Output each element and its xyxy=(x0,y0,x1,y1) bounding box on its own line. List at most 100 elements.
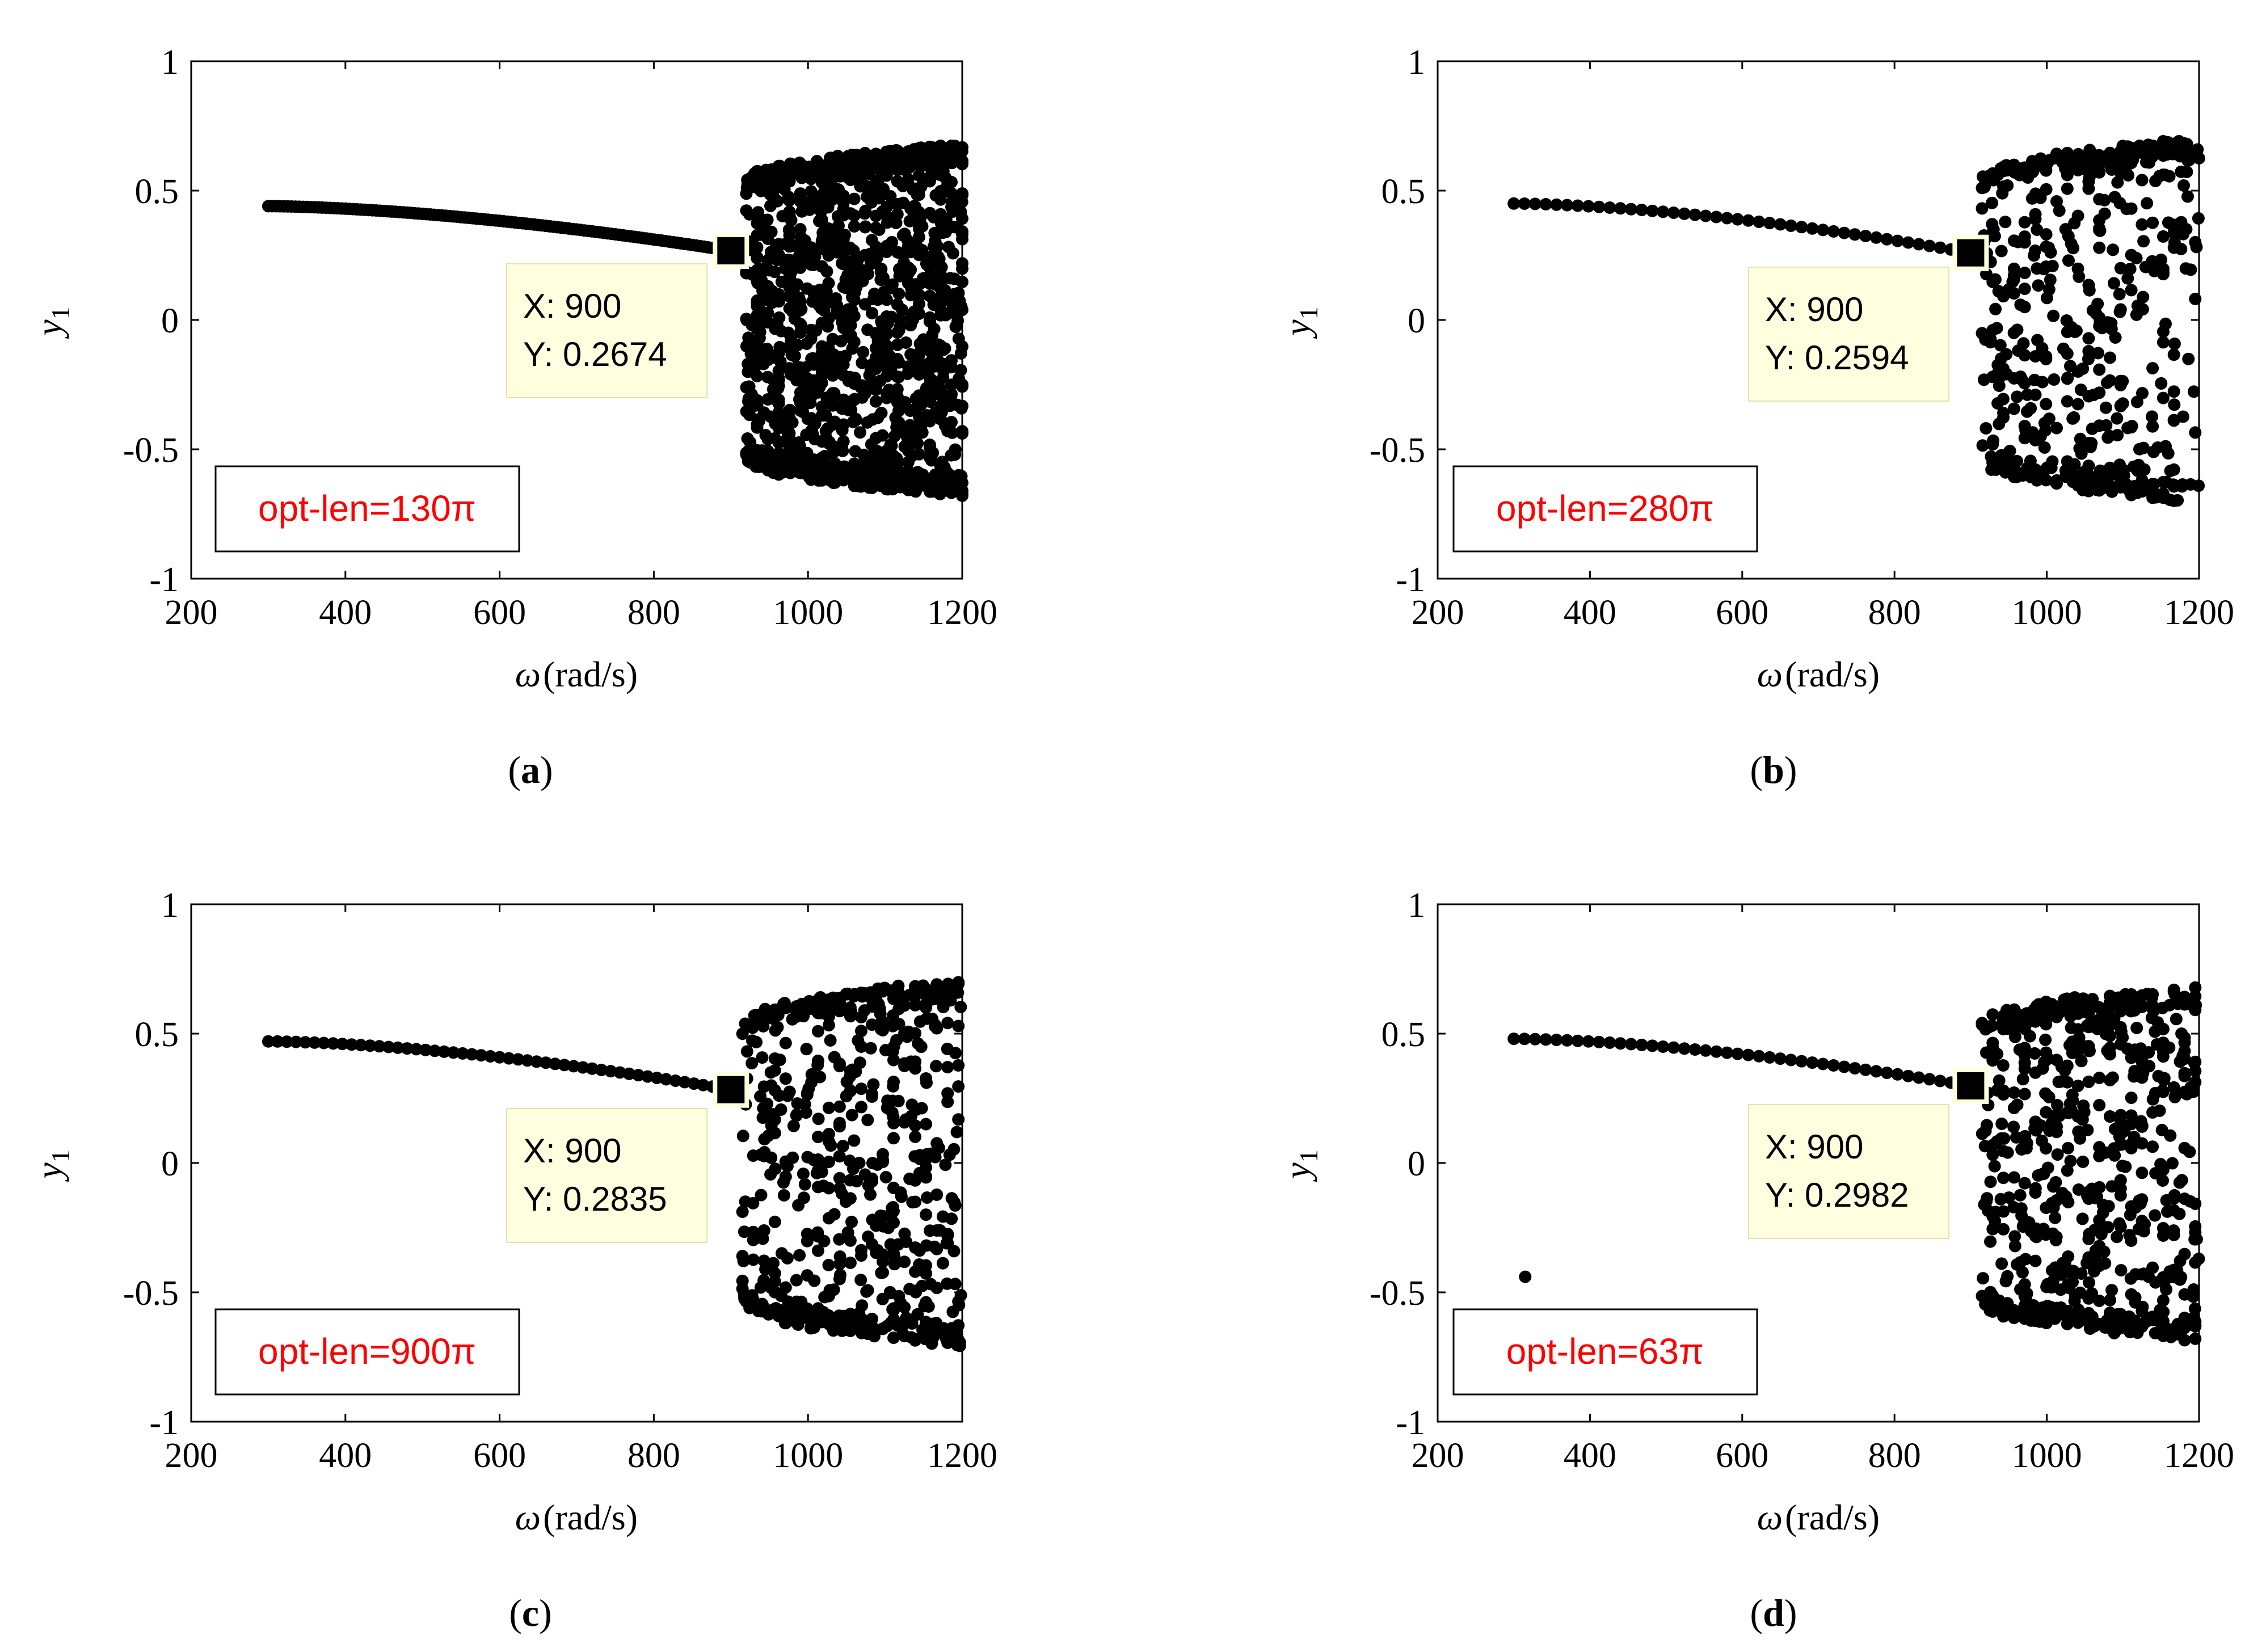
data-point xyxy=(954,1001,967,1013)
data-point xyxy=(784,403,796,416)
data-point xyxy=(2158,1320,2171,1333)
data-point xyxy=(833,1233,846,1246)
x-axis-label: ω(rad/s) xyxy=(515,1497,638,1537)
data-point xyxy=(858,248,871,262)
data-point xyxy=(2061,1059,2074,1072)
data-point xyxy=(1976,439,1989,452)
data-point xyxy=(941,983,954,996)
data-point xyxy=(2082,484,2095,498)
data-point xyxy=(1859,1063,1872,1076)
x-tick-label: 600 xyxy=(473,593,526,632)
data-point xyxy=(2016,1073,2029,1086)
data-point xyxy=(946,196,959,209)
data-point xyxy=(2040,352,2053,365)
data-point xyxy=(934,412,947,425)
data-point xyxy=(2039,1033,2052,1046)
data-point xyxy=(1817,1057,1830,1071)
data-point xyxy=(1688,208,1701,221)
data-point xyxy=(769,1302,782,1314)
legend-a: opt-len=130π xyxy=(214,465,520,553)
data-point xyxy=(882,1221,895,1234)
data-points-b xyxy=(1507,134,2205,507)
data-point xyxy=(2178,1067,2191,1080)
data-point xyxy=(2181,190,2194,203)
data-point xyxy=(891,298,904,311)
datatip-box xyxy=(506,263,707,398)
data-point xyxy=(874,163,887,176)
data-point xyxy=(871,411,885,424)
data-point xyxy=(2024,470,2037,483)
data-point xyxy=(837,322,850,334)
data-point xyxy=(2125,1118,2138,1131)
data-point xyxy=(2136,1071,2149,1084)
data-point xyxy=(549,1057,562,1071)
data-point xyxy=(905,1110,917,1123)
data-point xyxy=(1784,1053,1797,1067)
data-point xyxy=(915,1102,928,1115)
data-point xyxy=(1817,224,1830,237)
data-point xyxy=(2091,1022,2104,1035)
data-point xyxy=(768,1286,781,1299)
data-point xyxy=(2171,1317,2184,1330)
data-point xyxy=(2047,309,2060,322)
data-point xyxy=(761,213,774,226)
data-point xyxy=(2018,301,2031,314)
data-point xyxy=(899,336,912,349)
data-point xyxy=(2082,182,2095,195)
data-point xyxy=(941,1237,954,1250)
data-point xyxy=(895,1190,908,1203)
data-point xyxy=(2067,411,2080,424)
data-point xyxy=(2174,1254,2187,1267)
data-point xyxy=(767,1257,780,1270)
data-point xyxy=(833,1272,846,1286)
data-point xyxy=(877,1322,890,1335)
data-point xyxy=(2114,1311,2127,1324)
data-point xyxy=(893,263,905,276)
x-tick-label: 1000 xyxy=(773,1436,843,1475)
data-point xyxy=(2007,457,2020,470)
data-point xyxy=(880,339,893,352)
data-point xyxy=(858,164,871,177)
data-point xyxy=(937,365,950,378)
data-point xyxy=(877,1024,889,1036)
data-point xyxy=(1742,214,1755,227)
data-point xyxy=(2018,1177,2031,1190)
data-point xyxy=(765,296,778,309)
data-point xyxy=(953,1339,966,1352)
data-point xyxy=(768,1084,781,1097)
data-point xyxy=(2078,1106,2091,1119)
data-point xyxy=(833,1150,846,1163)
data-point xyxy=(2082,279,2095,292)
data-point xyxy=(836,444,849,457)
data-point xyxy=(755,1189,768,1202)
data-point xyxy=(908,1150,921,1163)
data-point xyxy=(764,1066,777,1079)
data-point xyxy=(831,210,844,223)
x-tick-label: 800 xyxy=(627,593,680,632)
data-point xyxy=(1593,200,1606,213)
data-point xyxy=(2018,283,2031,296)
data-point xyxy=(2160,1194,2173,1207)
data-point xyxy=(1870,1065,1882,1078)
data-points-d xyxy=(1507,981,2205,1347)
chart-b: 200 400 600 800 1000 1200 1 0.5 0 -0.5 -1 ω(rad/s)… xyxy=(1277,43,2234,791)
data-point xyxy=(788,312,801,325)
data-point xyxy=(2114,1109,2127,1122)
data-point xyxy=(858,456,871,469)
data-point xyxy=(502,1052,515,1065)
data-point xyxy=(822,1212,835,1225)
data-point xyxy=(2018,267,2031,279)
data-point xyxy=(2050,477,2063,490)
data-point xyxy=(925,1337,938,1350)
data-point xyxy=(760,352,773,365)
data-point xyxy=(833,1116,846,1130)
data-point xyxy=(1997,165,2010,178)
data-point xyxy=(2114,475,2127,488)
data-point xyxy=(1995,1257,2008,1270)
data-point xyxy=(1784,219,1797,232)
data-point xyxy=(848,462,861,475)
legend-text: opt-len=63π xyxy=(1506,1331,1704,1372)
data-point xyxy=(2111,176,2124,189)
data-point xyxy=(2114,303,2127,316)
datatip-y-text: Y: 0.2594 xyxy=(1765,339,1909,377)
